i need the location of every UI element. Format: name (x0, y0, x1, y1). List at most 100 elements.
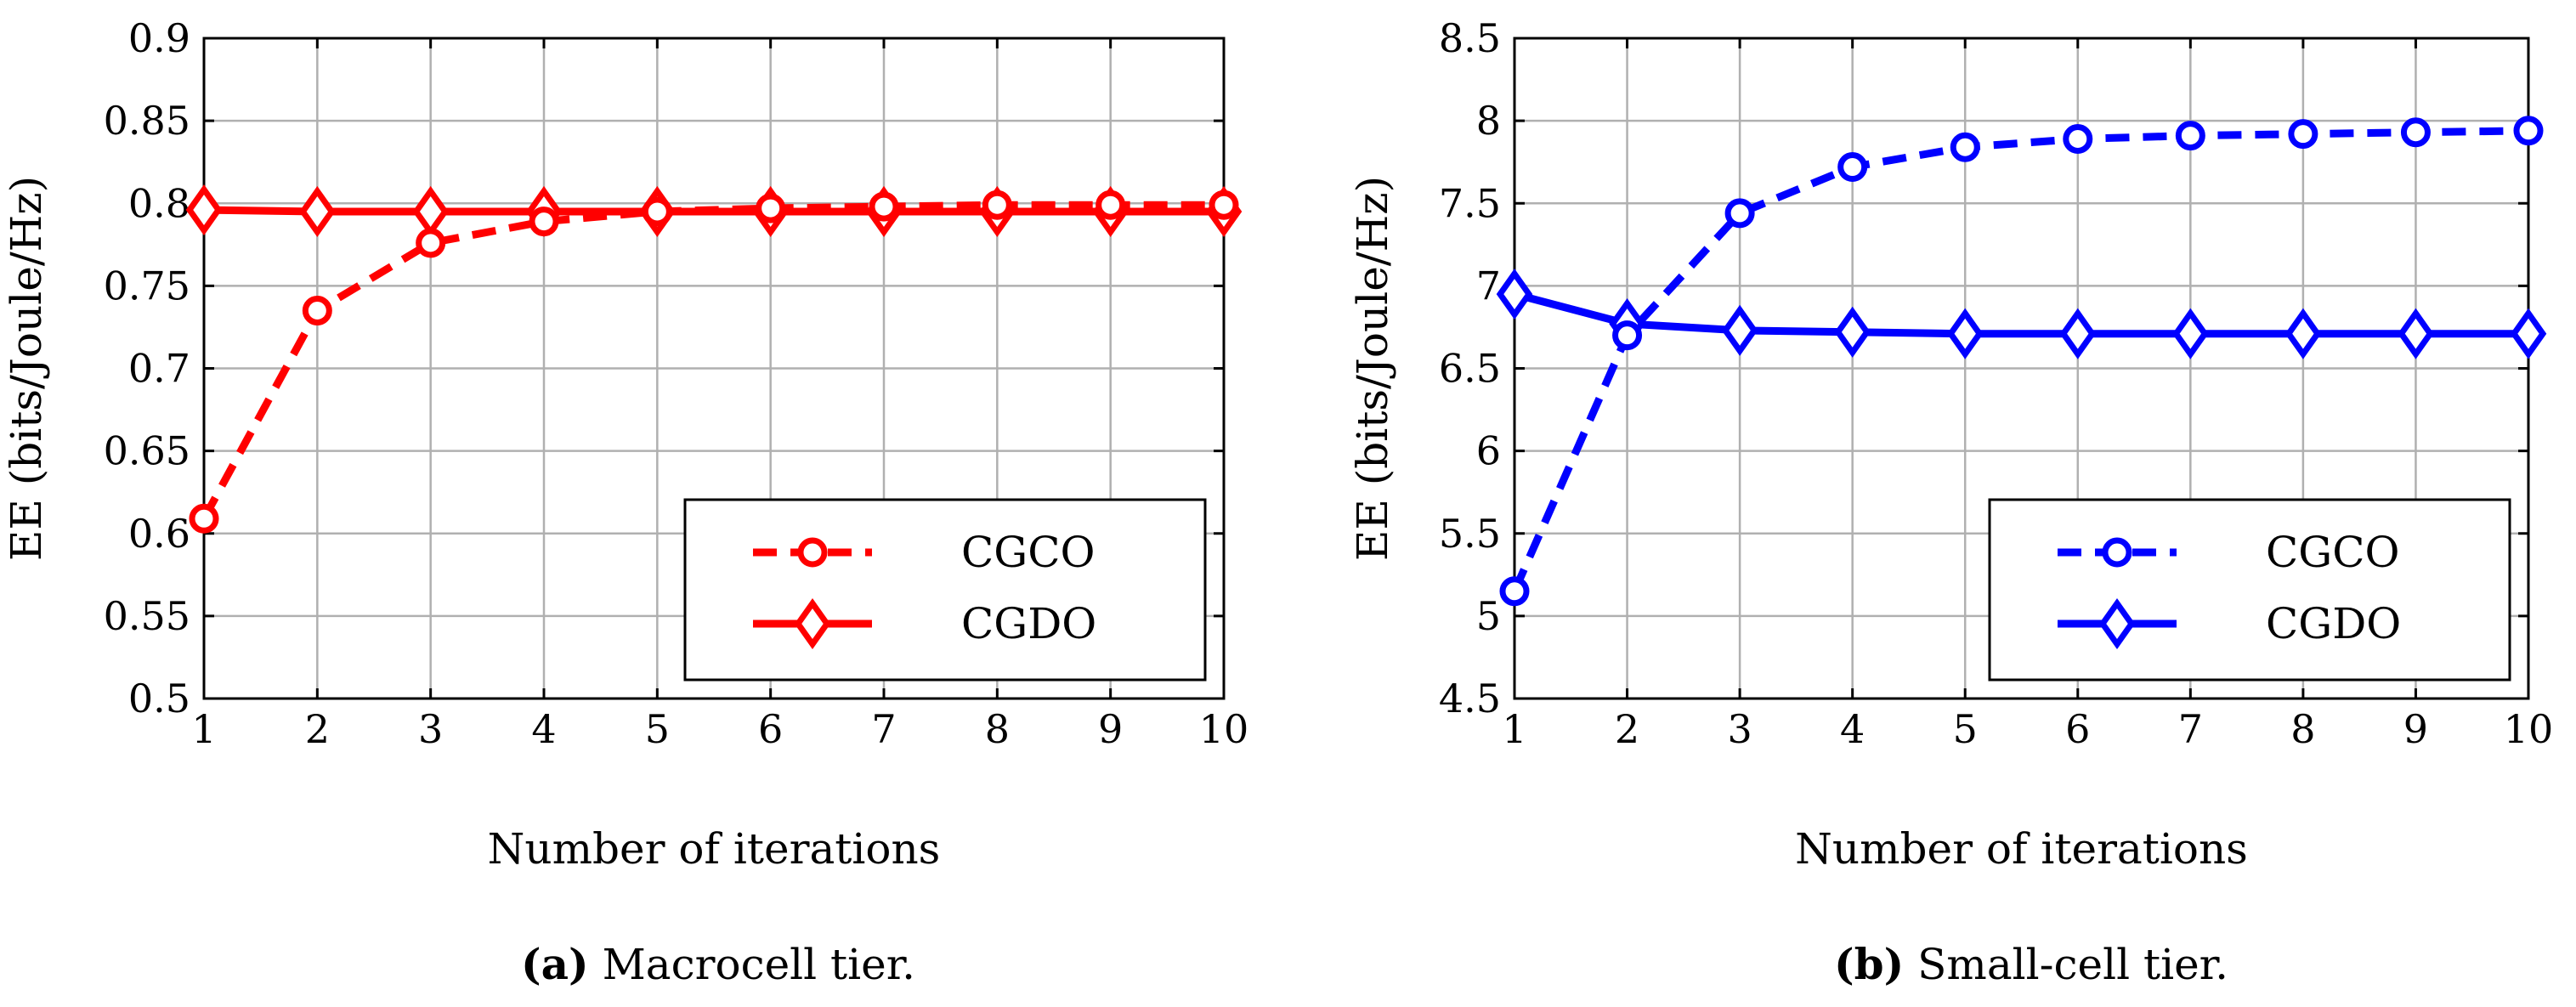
data-point-circle (1612, 320, 1643, 351)
x-tick-label: 9 (2403, 706, 2428, 752)
data-point-circle (189, 503, 219, 534)
x-tick-label: 3 (418, 706, 443, 752)
data-point-circle (2513, 116, 2544, 146)
data-point-circle (2400, 117, 2431, 148)
x-tick-label: 10 (2504, 706, 2554, 752)
x-tick-label: 6 (2065, 706, 2090, 752)
data-point-circle (2102, 537, 2132, 568)
panel-macrocell: 1 2 3 4 5 6 7 8 9 10 0.5 0.55 0.6 0.65 0.7 0.75 0.8 0.85 0… (2, 15, 1248, 989)
data-point-circle (982, 190, 1012, 220)
data-point-circle (1209, 190, 1239, 220)
y-tick-label: 0.5 (128, 676, 190, 721)
data-point-circle (797, 537, 828, 568)
x-tick-label: 5 (645, 706, 670, 752)
y-tick-label: 0.75 (104, 263, 190, 308)
panel-caption: (a) Macrocell tier. (521, 939, 915, 989)
data-point-circle (1724, 198, 1755, 229)
data-point-circle (1950, 132, 1980, 162)
data-point-diamond (1496, 269, 1533, 320)
legend-label: CGDO (2266, 599, 2401, 648)
x-tick-label: 2 (305, 706, 330, 752)
data-point-diamond (2398, 308, 2434, 359)
y-tick-label: 6 (1476, 428, 1501, 474)
y-tick-label: 5.5 (1439, 511, 1501, 557)
x-axis-label: Number of iterations (1795, 824, 2248, 874)
panel-tag: (b) (1834, 939, 1904, 989)
data-point-circle (2288, 119, 2318, 150)
y-tick-label: 8.5 (1439, 15, 1501, 61)
data-point-circle (1096, 190, 1126, 220)
legend-entry: CGDO (753, 597, 1096, 650)
x-tick-label: 9 (1098, 706, 1123, 752)
x-tick-label: 8 (2290, 706, 2315, 752)
y-tick-label: 7.5 (1439, 180, 1501, 226)
data-point-diamond (2059, 308, 2097, 359)
legend-label: CGDO (961, 599, 1096, 648)
legend-box (683, 498, 1207, 682)
data-point-circle (869, 191, 899, 222)
x-tick-label: 5 (1953, 706, 1978, 752)
data-point-diamond (2172, 308, 2209, 359)
data-point-circle (642, 196, 672, 227)
series-cgco (1499, 116, 2544, 607)
y-axis-label: EE (bits/Joule/Hz) (1348, 176, 1397, 561)
data-point-circle (1837, 152, 1868, 183)
y-tick-label: 0.7 (128, 346, 190, 392)
y-tick-label: 0.65 (104, 428, 190, 474)
tick-marks (1513, 37, 2530, 700)
x-tick-label: 7 (2178, 706, 2203, 752)
data-point-diamond (299, 185, 336, 238)
y-tick-label: 0.55 (104, 593, 190, 639)
legend: CGCO CGDO (683, 498, 1207, 682)
data-point-diamond (2510, 308, 2547, 359)
panel-small-cell: 1 2 3 4 5 6 7 8 9 10 4.5 5 5.5 6 6.5 7 7.5 8 8.5 Number of … (1348, 15, 2553, 989)
data-point-diamond (412, 185, 449, 238)
data-point-diamond (2284, 308, 2322, 359)
data-point-diamond (1834, 306, 1871, 358)
y-tick-label: 6.5 (1439, 346, 1501, 392)
tick-marks (202, 37, 1226, 700)
y-tick-label: 7 (1476, 263, 1501, 308)
legend-label: CGCO (2266, 528, 2399, 577)
x-tick-label: 1 (191, 706, 216, 752)
data-point-diamond (794, 597, 831, 650)
panel-tag: (a) (521, 939, 589, 989)
data-point-circle (302, 296, 332, 326)
data-point-diamond (1946, 308, 1984, 359)
data-point-diamond (1721, 304, 1758, 356)
x-tick-label: 1 (1502, 706, 1526, 752)
x-tick-label: 3 (1727, 706, 1752, 752)
x-tick-label: 8 (985, 706, 1010, 752)
data-point-diamond (2098, 597, 2136, 650)
data-point-circle (2063, 123, 2093, 154)
series-cgco (189, 190, 1239, 534)
x-tick-label: 10 (1199, 706, 1249, 752)
y-tick-label: 5 (1476, 593, 1501, 639)
data-point-circle (2175, 121, 2205, 151)
legend-entry: CGCO (2058, 528, 2399, 577)
series-line (1513, 290, 2528, 338)
y-axis-label: EE (bits/Joule/Hz) (2, 176, 51, 561)
y-tick-label: 0.8 (128, 180, 190, 226)
data-point-diamond (185, 184, 223, 236)
series-cgdo (1496, 269, 2547, 359)
x-tick-label: 6 (758, 706, 783, 752)
y-tick-label: 0.85 (104, 98, 190, 144)
data-point-circle (416, 228, 446, 258)
y-tick-label: 0.6 (128, 511, 190, 557)
y-tick-label: 0.9 (128, 15, 190, 61)
y-tick-label: 4.5 (1439, 676, 1501, 721)
series-line (201, 201, 1224, 521)
legend: CGCO CGDO (1988, 498, 2511, 682)
caption-text: Macrocell tier. (589, 940, 915, 989)
caption-text: Small-cell tier. (1904, 940, 2228, 989)
legend-label: CGCO (961, 528, 1095, 577)
x-tick-label: 2 (1615, 706, 1639, 752)
legend-entry: CGCO (753, 528, 1095, 577)
y-tick-label: 8 (1476, 98, 1501, 144)
data-point-circle (529, 206, 559, 237)
x-tick-label: 7 (871, 706, 896, 752)
legend-box (1988, 498, 2511, 682)
legend-entry: CGDO (2058, 597, 2401, 650)
